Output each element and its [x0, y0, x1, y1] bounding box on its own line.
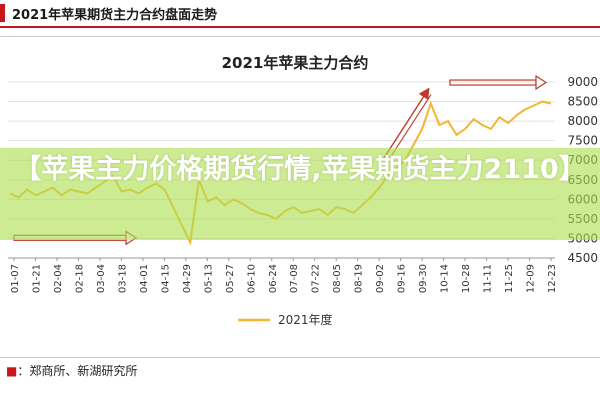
x-tick-label: 03-04	[96, 264, 107, 293]
legend: 2021年度	[238, 312, 333, 327]
x-tick-label: 09-30	[418, 264, 429, 293]
y-tick-label: 7500	[567, 134, 598, 148]
x-tick-label: 12-23	[547, 264, 558, 293]
trend-arrow-flat-right-head	[535, 74, 548, 91]
x-tick-label: 04-29	[182, 264, 193, 293]
x-tick-label: 11-25	[504, 264, 515, 293]
x-axis: 01-07 01-21 02-04 02-18 03-04 03-18 04-01 04-15…	[8, 257, 558, 293]
report-title: 2021年苹果期货主力合约盘面走势	[12, 8, 218, 23]
header-marker	[0, 4, 5, 22]
x-tick-label: 10-28	[461, 264, 472, 293]
legend-label: 2021年度	[278, 312, 333, 327]
x-tick-label: 05-27	[225, 264, 236, 293]
report-header: 2021年苹果期货主力合约盘面走势	[0, 0, 600, 28]
x-tick-label: 06-10	[246, 264, 257, 293]
x-tick-label: 07-22	[311, 264, 322, 293]
source-note: ■：郑商所、新湖研究所	[6, 362, 137, 379]
x-tick-label: 12-09	[526, 264, 537, 293]
x-tick-label: 08-19	[354, 264, 365, 293]
x-tick-label: 09-16	[397, 264, 408, 293]
x-tick-label: 08-05	[332, 264, 343, 293]
trend-arrow-flat-right-body	[449, 79, 537, 86]
x-tick-label: 07-08	[289, 264, 300, 293]
overlay-banner[interactable]	[0, 148, 600, 240]
x-tick-label: 04-15	[160, 264, 171, 293]
y-tick-label: 8000	[567, 114, 598, 128]
x-tick-label: 02-04	[53, 264, 64, 293]
chart-title: 2021年苹果主力合约	[222, 54, 369, 72]
x-tick-label: 01-07	[10, 264, 21, 293]
x-tick-label: 03-18	[117, 264, 128, 293]
banner-headline[interactable]: 【苹果主力价格期货行情,苹果期货主力2110】	[14, 154, 586, 185]
source-bullet-icon: ■	[6, 364, 18, 378]
y-tick-label: 8500	[567, 95, 598, 109]
x-tick-label: 04-01	[139, 264, 150, 293]
chart-frame	[0, 36, 600, 358]
source-text: ：郑商所、新湖研究所	[17, 364, 138, 378]
x-tick-label: 06-24	[268, 264, 279, 293]
y-tick-label: 4500	[567, 251, 598, 265]
x-tick-label: 01-21	[31, 264, 42, 293]
y-tick-label: 9000	[567, 75, 598, 89]
x-tick-label: 05-13	[203, 264, 214, 293]
x-tick-label: 02-18	[74, 264, 85, 293]
x-tick-label: 09-02	[375, 264, 386, 293]
x-tick-label: 11-11	[483, 264, 494, 293]
x-tick-label: 10-14	[440, 264, 451, 293]
